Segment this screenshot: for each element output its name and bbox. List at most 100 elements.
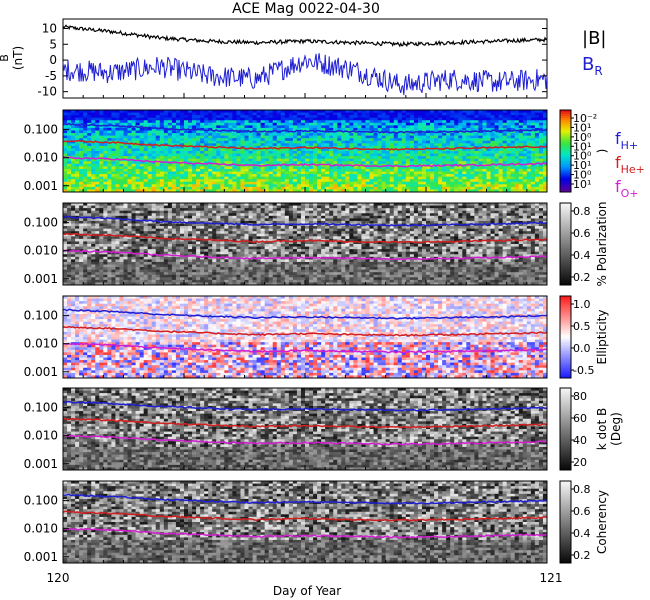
spectrogram-cell: [434, 179, 438, 182]
spectrogram-cell: [277, 182, 281, 185]
spectrogram-cell: [414, 115, 418, 118]
spectrogram-cell: [107, 187, 111, 190]
spectrogram-cell: [345, 125, 349, 128]
spectrogram-cell: [232, 187, 236, 190]
spectrogram-cell: [156, 151, 160, 154]
spectrogram-cell: [79, 259, 83, 262]
spectrogram-cell: [349, 179, 353, 182]
spectrogram-cell: [361, 143, 365, 146]
spectrogram-cell: [115, 275, 119, 278]
spectrogram-cell: [297, 115, 301, 118]
spectrogram-cell: [531, 166, 535, 169]
spectrogram-cell: [301, 138, 305, 141]
spectrogram-cell: [132, 241, 136, 244]
spectrogram-cell: [382, 184, 386, 187]
spectrogram-cell: [341, 125, 345, 128]
spectrogram-cell: [495, 184, 499, 187]
spectrogram-cell: [253, 123, 257, 126]
spectrogram-cell: [148, 247, 152, 250]
spectrogram-cell: [491, 159, 495, 162]
spectrogram-cell: [426, 166, 430, 169]
spectrogram-cell: [297, 148, 301, 151]
spectrogram-cell: [83, 174, 87, 177]
spectrogram-cell: [495, 182, 499, 185]
spectrogram-cell: [236, 161, 240, 164]
spectrogram-cell: [454, 161, 458, 164]
spectrogram-cell: [382, 113, 386, 116]
spectrogram-cell: [67, 177, 71, 180]
spectrogram-cell: [132, 265, 136, 268]
spectrogram-cell: [236, 141, 240, 144]
spectrogram-cell: [293, 184, 297, 187]
spectrogram-cell: [426, 154, 430, 157]
spectrogram-cell: [499, 172, 503, 175]
spectrogram-cell: [132, 182, 136, 185]
spectrogram-cell: [107, 206, 111, 209]
spectrogram-cell: [160, 244, 164, 247]
spectrogram-cell: [156, 244, 160, 247]
ytick-label: 0.100: [24, 123, 58, 137]
spectrogram-cell: [144, 208, 148, 211]
spectrogram-cell: [103, 257, 107, 260]
spectrogram-cell: [119, 120, 123, 123]
spectrogram-cell: [75, 241, 79, 244]
spectrogram-cell: [313, 169, 317, 172]
spectrogram-cell: [301, 133, 305, 136]
spectrogram-cell: [172, 234, 176, 237]
spectrogram-cell: [515, 133, 519, 136]
colorbar-label-power: ): [595, 149, 609, 154]
spectrogram-cell: [386, 179, 390, 182]
spectrogram-cell: [273, 136, 277, 139]
spectrogram-cell: [507, 141, 511, 144]
spectrogram-cell: [357, 179, 361, 182]
spectrogram-cell: [71, 270, 75, 273]
spectrogram-cell: [164, 187, 168, 190]
spectrogram-cell: [438, 125, 442, 128]
spectrogram-cell: [160, 151, 164, 154]
spectrogram-cell: [91, 184, 95, 187]
spectrogram-cell: [265, 169, 269, 172]
spectrogram-cell: [148, 115, 152, 118]
spectrogram-cell: [515, 184, 519, 187]
spectrogram-cell: [531, 187, 535, 190]
spectrogram-cell: [172, 208, 176, 211]
spectrogram-cell: [124, 136, 128, 139]
spectrogram-cell: [208, 118, 212, 121]
spectrogram-cell: [293, 174, 297, 177]
spectrogram-cell: [111, 208, 115, 211]
spectrogram-cell: [132, 208, 136, 211]
spectrogram-cell: [128, 247, 132, 250]
spectrogram-cell: [390, 113, 394, 116]
spectrogram-cell: [71, 182, 75, 185]
spectrogram-cell: [499, 182, 503, 185]
spectrogram-cell: [482, 174, 486, 177]
spectrogram-cell: [325, 148, 329, 151]
spectrogram-cell: [329, 166, 333, 169]
spectrogram-cell: [180, 177, 184, 180]
spectrogram-cell: [434, 169, 438, 172]
spectrogram-cell: [220, 156, 224, 159]
spectrogram-cell: [398, 138, 402, 141]
spectrogram-cell: [309, 179, 313, 182]
spectrogram-cell: [180, 257, 184, 260]
spectrogram-cell: [83, 128, 87, 131]
spectrogram-cell: [172, 270, 176, 273]
spectrogram-cell: [297, 156, 301, 159]
spectrogram-cell: [71, 208, 75, 211]
spectrogram-cell: [99, 229, 103, 232]
spectrogram-cell: [337, 184, 341, 187]
spectrogram-cell: [83, 229, 87, 232]
spectrogram-cell: [124, 118, 128, 121]
spectrogram-cell: [95, 241, 99, 244]
spectrogram-cell: [107, 120, 111, 123]
spectrogram-cell: [220, 136, 224, 139]
spectrogram-cell: [495, 138, 499, 141]
spectrogram-cell: [172, 151, 176, 154]
spectrogram-cell: [75, 208, 79, 211]
spectrogram-cell: [172, 138, 176, 141]
spectrogram-cell: [67, 169, 71, 172]
spectrogram-cell: [317, 125, 321, 128]
spectrogram-cell: [164, 146, 168, 149]
spectrogram-cell: [466, 128, 470, 131]
